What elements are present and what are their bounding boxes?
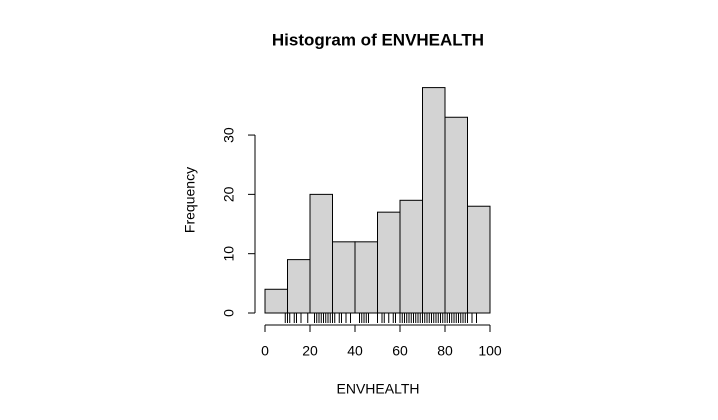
bar bbox=[354, 241, 378, 314]
bar bbox=[444, 116, 468, 314]
x-axis-label: ENVHEALTH bbox=[337, 381, 420, 397]
x-tick-label: 40 bbox=[347, 343, 363, 359]
y-tick-label: 20 bbox=[221, 186, 237, 202]
bar bbox=[264, 288, 288, 314]
y-axis-label: Frequency bbox=[182, 167, 198, 233]
x-tick-label: 100 bbox=[478, 343, 502, 359]
bar bbox=[467, 205, 491, 314]
x-tick-label: 80 bbox=[437, 343, 453, 359]
y-tick-label: 0 bbox=[221, 309, 237, 317]
y-tick-label: 30 bbox=[221, 127, 237, 143]
bar bbox=[399, 199, 423, 314]
chart-title: Histogram of ENVHEALTH bbox=[272, 30, 484, 49]
bar bbox=[332, 241, 356, 314]
bar bbox=[309, 193, 333, 314]
y-tick-label: 10 bbox=[221, 246, 237, 262]
x-tick-label: 60 bbox=[392, 343, 408, 359]
x-tick-label: 20 bbox=[302, 343, 318, 359]
x-tick-label: 0 bbox=[261, 343, 269, 359]
bar bbox=[422, 87, 446, 314]
bar bbox=[377, 211, 401, 314]
bar bbox=[287, 259, 311, 314]
